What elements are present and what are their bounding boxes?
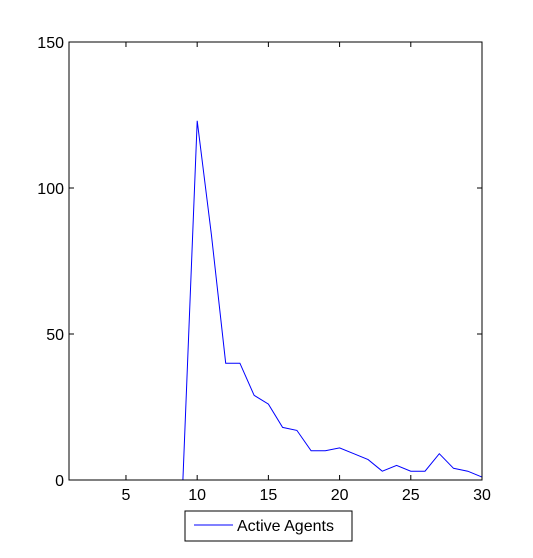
plot-frame <box>68 41 483 481</box>
y-tick-label: 100 <box>37 181 64 198</box>
x-tick-label: 5 <box>122 487 131 504</box>
y-tick-label: 0 <box>55 473 64 490</box>
y-tick-label: 50 <box>46 327 64 344</box>
legend: Active Agents <box>184 510 353 542</box>
legend-label-active-agents: Active Agents <box>237 518 334 535</box>
y-tick-label: 150 <box>37 35 64 52</box>
x-tick-label: 25 <box>402 487 420 504</box>
x-tick-label: 15 <box>259 487 277 504</box>
y-axis-ticks: 0 50 100 150 <box>37 35 482 490</box>
x-tick-label: 30 <box>473 487 491 504</box>
plot-area <box>69 42 482 480</box>
x-tick-label: 10 <box>188 487 206 504</box>
x-tick-label: 20 <box>331 487 349 504</box>
legend-box <box>184 510 353 542</box>
x-axis-ticks: 5 10 15 20 25 30 <box>122 42 491 504</box>
